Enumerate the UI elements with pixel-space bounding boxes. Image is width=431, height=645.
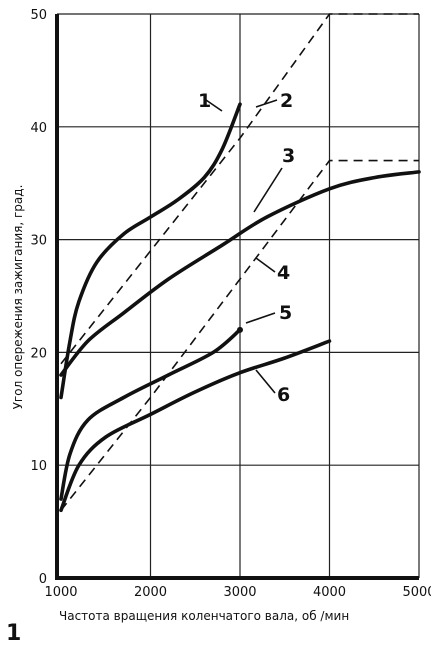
series-lines [59, 13, 421, 513]
label-leader-3 [253, 167, 283, 213]
series-line-6 [59, 339, 332, 513]
y-tick-label-0: 0 [39, 572, 47, 587]
series-line-2 [60, 13, 419, 365]
x-tick-label-5000: 5000 [402, 585, 431, 600]
series-line-4 [60, 159, 419, 511]
figure-number: 1 [6, 621, 21, 645]
curve-label-4: 4 [277, 262, 290, 284]
y-tick-label-30: 30 [30, 234, 47, 249]
curve-label-6: 6 [277, 384, 290, 406]
grid [57, 13, 420, 578]
series-line-1 [59, 102, 242, 400]
label-leader-2 [255, 99, 278, 108]
y-axis-label: Угол опережения зажигания, град. [11, 185, 25, 410]
axes [55, 14, 419, 580]
y-tick-label-50: 50 [30, 8, 47, 23]
label-leader-4 [255, 257, 276, 273]
curve-label-5: 5 [279, 302, 292, 324]
tick-labels: 0 10 20 30 40 50 1000 2000 3000 4000 5000 [30, 8, 431, 600]
x-tick-label-3000: 3000 [223, 585, 256, 600]
x-tick-label-2000: 2000 [134, 585, 167, 600]
y-tick-label-20: 20 [30, 346, 47, 361]
series-line-3 [59, 170, 421, 377]
x-axis-label: Частота вращения коленчатого вала, об /м… [59, 609, 349, 623]
y-tick-label-10: 10 [30, 459, 47, 474]
y-tick-label-40: 40 [30, 121, 47, 136]
series-line-5 [59, 328, 242, 501]
curve-label-1: 1 [198, 90, 211, 112]
curve-label-3: 3 [282, 145, 295, 167]
label-leader-6 [255, 369, 276, 394]
label-leader-1 [205, 99, 223, 112]
x-tick-label-1000: 1000 [44, 585, 77, 600]
curve-label-2: 2 [280, 90, 293, 112]
x-tick-label-4000: 4000 [313, 585, 346, 600]
label-leaders [205, 99, 283, 394]
curve-labels: 1 2 3 4 5 6 [198, 90, 295, 406]
series-end-dot-5 [237, 326, 243, 333]
label-leader-5 [245, 312, 276, 324]
